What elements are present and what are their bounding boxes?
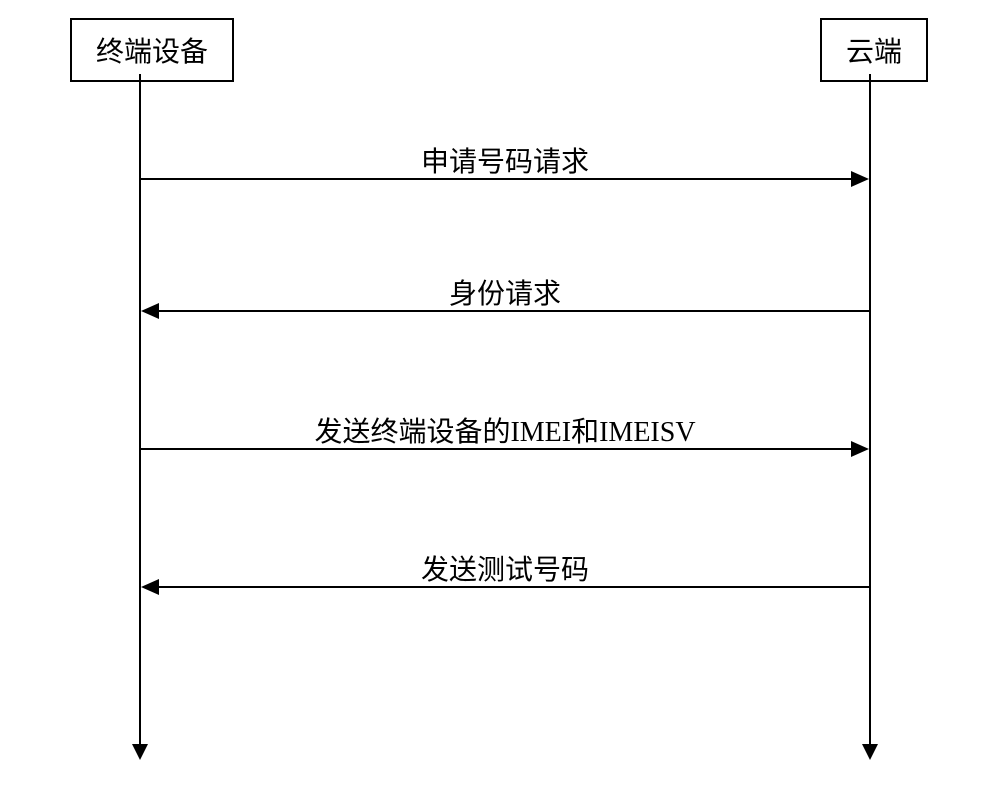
message-3-line: [141, 448, 853, 450]
lifeline-left-arrowhead: [132, 744, 148, 760]
message-3-arrowhead: [851, 441, 869, 457]
participant-right-box: 云端: [820, 18, 928, 82]
participant-right-label: 云端: [846, 37, 902, 68]
message-4-label: 发送测试号码: [140, 548, 870, 588]
message-2-arrowhead: [141, 303, 159, 319]
message-1-arrowhead: [851, 171, 869, 187]
message-3-label: 发送终端设备的IMEI和IMEISV: [140, 410, 870, 450]
message-1-label: 申请号码请求: [140, 140, 870, 180]
message-2-label: 身份请求: [140, 272, 870, 312]
message-4-line: [159, 586, 869, 588]
lifeline-right-arrowhead: [862, 744, 878, 760]
participant-left-label: 终端设备: [96, 37, 208, 68]
message-2-line: [159, 310, 869, 312]
participant-left-box: 终端设备: [70, 18, 234, 82]
message-1-line: [141, 178, 853, 180]
message-4-arrowhead: [141, 579, 159, 595]
